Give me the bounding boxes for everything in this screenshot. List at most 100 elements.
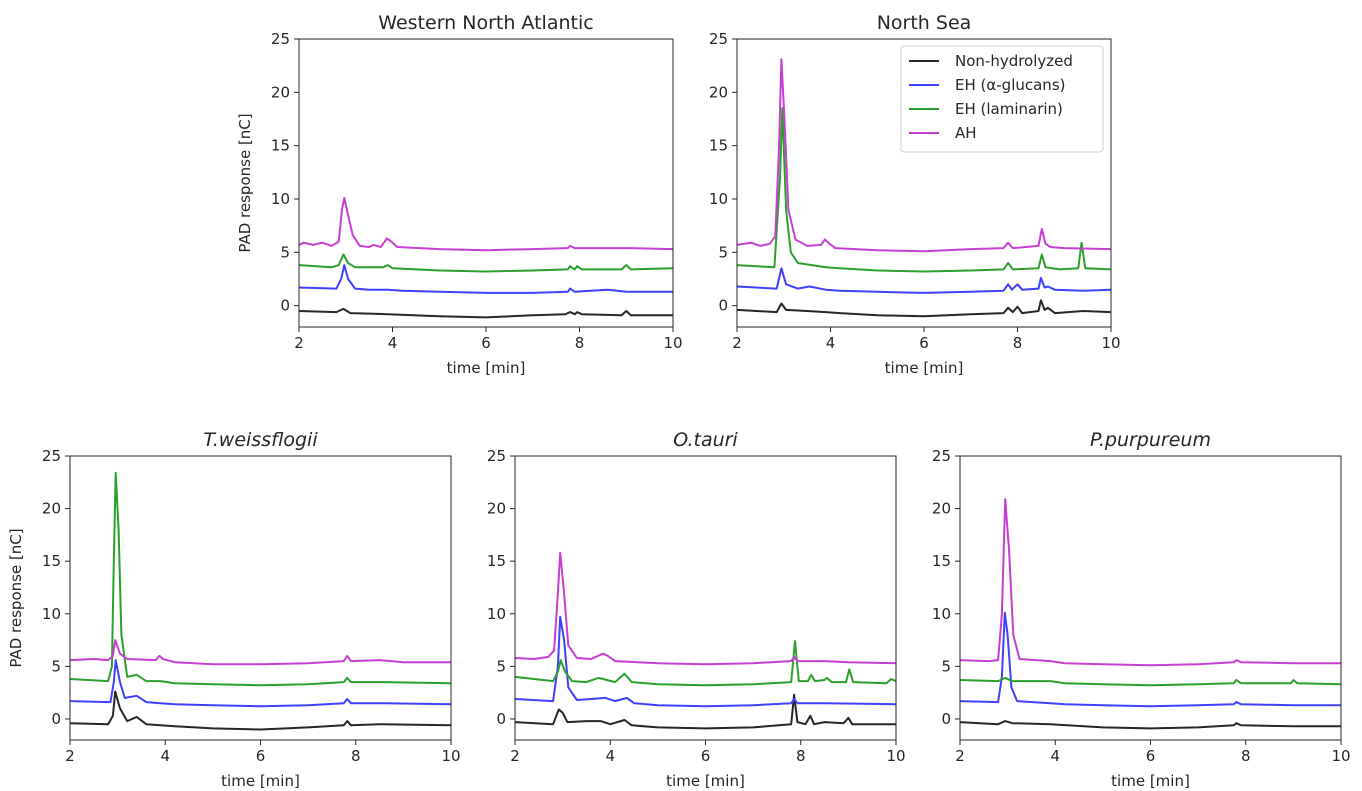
series-line-4 [514,551,897,666]
x-tick-label: 2 [510,747,520,765]
y-tick-label: 15 [709,137,728,155]
y-tick-label: 0 [51,710,61,728]
series-line-1 [69,690,452,731]
series-line-4 [69,639,451,666]
chart-title: P.purpureum [1090,429,1211,451]
series-line-2 [298,264,673,294]
y-tick-label: 25 [271,30,290,48]
y-tick-label: 5 [496,657,506,675]
y-tick-label: 5 [941,657,951,675]
series-line-1 [298,307,673,319]
x-tick-label: 10 [886,747,905,765]
y-tick-label: 15 [487,552,506,570]
series-line-3 [514,640,897,687]
chart-panel-2: 2 4 6 8 10 0 5 10 15 20 25 North Sea time [min] Non-h… [709,12,1121,377]
x-tick-label: 6 [256,747,266,765]
y-axis-label: PAD response [nC] [236,113,254,252]
y-tick-label: 25 [709,30,728,48]
x-tick-label: 6 [919,334,929,352]
y-tick-label: 25 [487,447,506,465]
legend-box [900,45,1104,153]
chart-title: Western North Atlantic [378,12,593,34]
y-tick-label: 0 [280,297,290,315]
x-tick-label: 8 [351,747,361,765]
y-tick-label: 20 [932,500,951,518]
x-tick-label: 2 [732,334,742,352]
chart-title: North Sea [877,12,972,34]
x-tick-label: 4 [605,747,615,765]
y-tick-label: 20 [709,83,728,101]
x-tick-label: 6 [1146,747,1156,765]
x-axis-label: time [min] [447,359,526,377]
x-tick-label: 6 [701,747,711,765]
y-tick-label: 0 [718,297,728,315]
plot-frame [959,455,1342,741]
y-tick-label: 10 [42,605,61,623]
legend-label: EH (laminarin) [955,100,1063,118]
series-line-4 [298,196,674,252]
series-line-2 [69,659,452,708]
chart-title: O.tauri [673,429,738,451]
series-line-1 [736,299,1112,318]
x-tick-label: 8 [1241,747,1251,765]
plot-frame [514,455,897,741]
y-tick-label: 10 [487,605,506,623]
y-tick-label: 15 [932,552,951,570]
legend-label: AH [955,124,977,142]
y-tick-label: 5 [280,243,290,261]
series-line-3 [959,676,1342,687]
series-line-4 [736,58,1112,253]
x-tick-label: 4 [826,334,836,352]
x-axis-label: time [min] [666,772,745,790]
x-tick-label: 2 [294,334,304,352]
y-tick-label: 10 [709,190,728,208]
x-tick-label: 10 [1331,747,1350,765]
series-line-1 [959,720,1341,730]
y-tick-label: 15 [42,552,61,570]
x-axis-label: time [min] [221,772,300,790]
series-line-2 [514,615,897,708]
legend: Non-hydrolyzed EH (α-glucans) EH (laminari… [900,45,1104,153]
series-line-2 [736,267,1112,294]
y-tick-label: 0 [941,710,951,728]
x-tick-label: 6 [481,334,491,352]
y-tick-label: 5 [718,243,728,261]
x-tick-label: 10 [1101,334,1120,352]
y-tick-label: 5 [51,657,61,675]
x-tick-label: 10 [663,334,682,352]
y-axis-label: PAD response [nC] [7,528,25,667]
plot-frame [298,38,674,328]
chart-panel-1: 2 4 6 8 10 0 5 10 15 20 25 Western North Atlantic ti… [236,12,683,377]
x-tick-label: 8 [1013,334,1023,352]
series-line-3 [736,107,1112,273]
chart-panel-5: 2 4 6 8 10 0 5 10 15 20 25 P.purpureum time [min] [932,429,1351,790]
x-tick-label: 2 [955,747,965,765]
y-tick-label: 20 [42,500,61,518]
x-tick-label: 10 [441,747,460,765]
x-tick-label: 4 [160,747,170,765]
x-tick-label: 8 [575,334,585,352]
y-tick-label: 20 [271,83,290,101]
chart-panel-3: 2 4 6 8 10 0 5 10 15 20 25 T.weissflogii time [min] P… [7,429,461,790]
y-tick-label: 25 [932,447,951,465]
y-tick-label: 10 [932,605,951,623]
x-tick-label: 4 [388,334,398,352]
x-tick-label: 8 [796,747,806,765]
x-axis-label: time [min] [885,359,964,377]
x-axis-label: time [min] [1111,772,1190,790]
legend-label: EH (α-glucans) [955,76,1066,94]
series-line-2 [959,611,1341,708]
y-tick-label: 10 [271,190,290,208]
series-line-3 [298,253,674,273]
series-line-3 [69,471,452,687]
series-line-1 [514,693,896,730]
y-tick-label: 0 [496,710,506,728]
legend-label: Non-hydrolyzed [955,52,1073,70]
x-tick-label: 2 [65,747,75,765]
x-tick-label: 4 [1050,747,1060,765]
y-tick-label: 20 [487,500,506,518]
chart-panel-4: 2 4 6 8 10 0 5 10 15 20 25 O.tauri time [min] [487,429,906,790]
chart-title: T.weissflogii [203,429,318,451]
y-tick-label: 15 [271,137,290,155]
